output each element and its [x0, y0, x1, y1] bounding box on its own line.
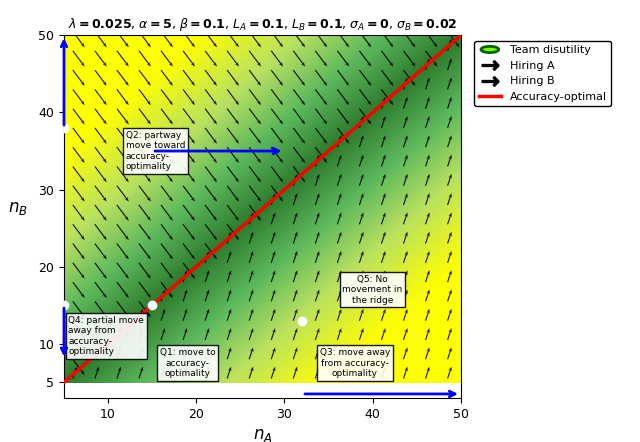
- X-axis label: $n_A$: $n_A$: [253, 426, 272, 442]
- Legend: Team disutility, Hiring A, Hiring B, Accuracy-optimal: Team disutility, Hiring A, Hiring B, Acc…: [474, 41, 611, 107]
- Text: Q5: No
movement in
the ridge: Q5: No movement in the ridge: [342, 275, 403, 305]
- Title: $\lambda$$\bf{=0.025}$, $\alpha$$\bf{=5}$, $\beta$$\bf{=0.1}$, $L_A$$\bf{=0.1}$,: $\lambda$$\bf{=0.025}$, $\alpha$$\bf{=5}…: [68, 16, 457, 34]
- Y-axis label: $n_B$: $n_B$: [8, 198, 28, 217]
- Text: Q4: partial move
away from
accuracy-
optimality: Q4: partial move away from accuracy- opt…: [68, 316, 144, 356]
- Text: Q3: move away
from accuracy-
optimality: Q3: move away from accuracy- optimality: [320, 348, 390, 378]
- Text: Q2: partway
move toward
accuracy-
optimality: Q2: partway move toward accuracy- optima…: [125, 131, 185, 171]
- Text: Q1: move to
accuracy-
optimality: Q1: move to accuracy- optimality: [159, 348, 215, 378]
